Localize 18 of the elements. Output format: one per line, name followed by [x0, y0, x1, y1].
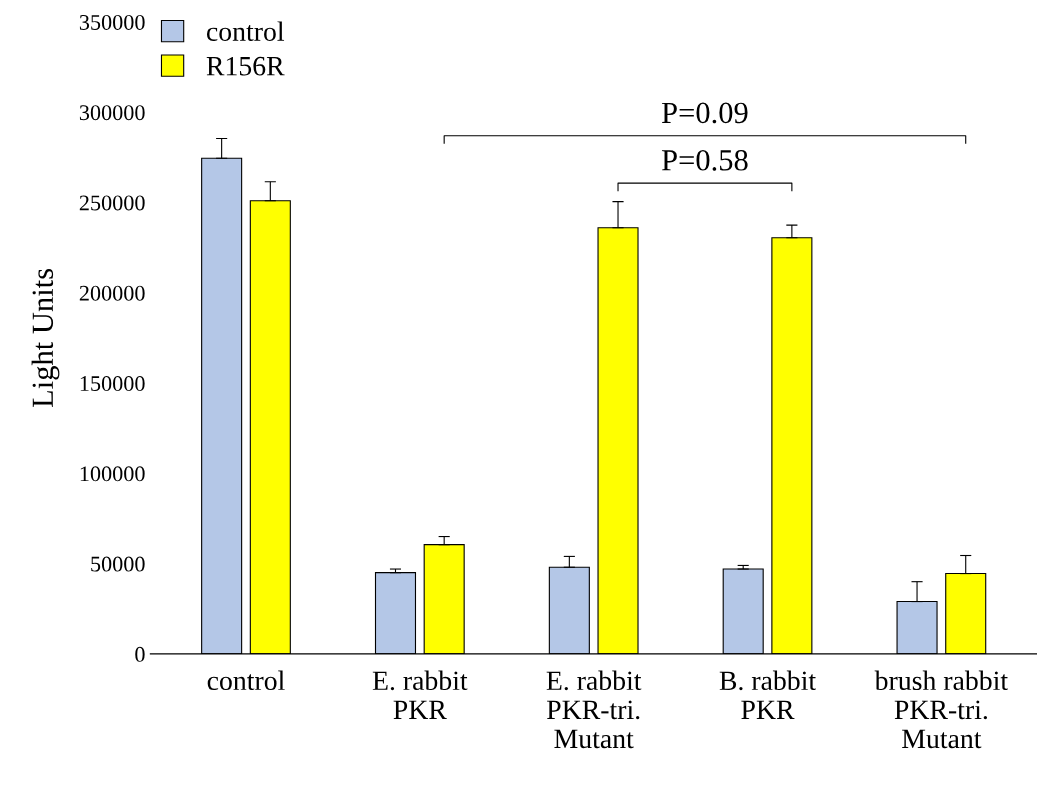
y-tick-label: 250000 — [79, 195, 145, 211]
annotation: P=0.09 — [661, 102, 748, 124]
x-tick-label: brush rabbit PKR-tri. Mutant — [874, 670, 1008, 749]
y-tick-label: 300000 — [79, 105, 145, 121]
legend-label: control — [206, 21, 285, 41]
y-axis-title: Light Units — [31, 269, 60, 408]
y-tick-label: 100000 — [80, 466, 145, 482]
y-tick-label: 200000 — [79, 285, 145, 301]
x-tick-label: E. rabbit PKR — [372, 670, 468, 719]
annotation: P=0.58 — [661, 149, 748, 171]
y-tick-label: 0 — [135, 646, 145, 662]
y-tick-label: 150000 — [80, 376, 145, 392]
y-tick-label: 350000 — [79, 14, 145, 30]
legend-label: R156R — [206, 56, 285, 76]
x-tick-label: E. rabbit PKR-tri. Mutant — [546, 670, 642, 749]
y-tick-label: 50000 — [91, 556, 145, 572]
x-tick-label: B. rabbit PKR — [719, 670, 816, 719]
x-tick-label: control — [207, 670, 285, 691]
